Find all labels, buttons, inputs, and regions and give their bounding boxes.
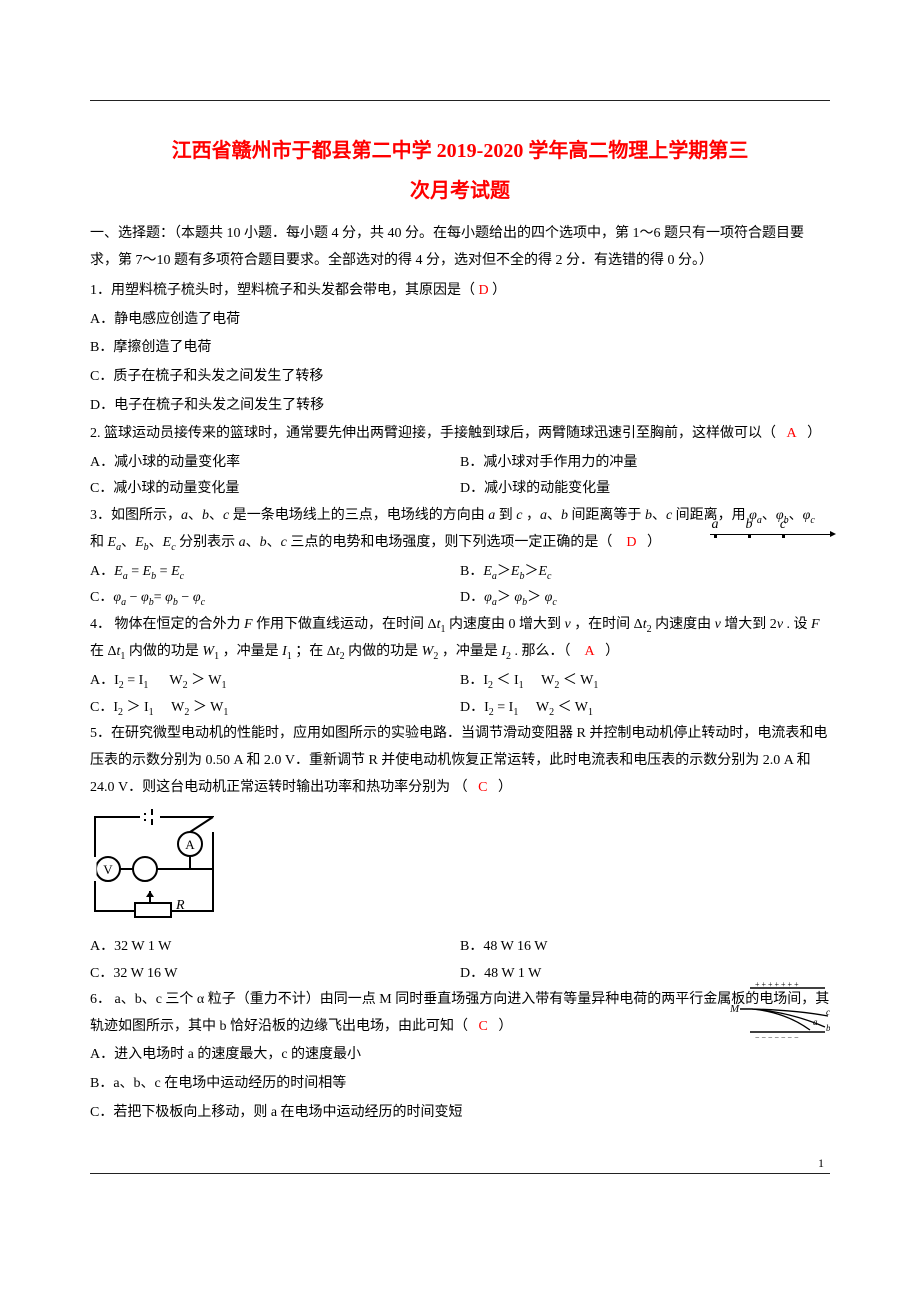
q2-opt-a: A．减小球的动量变化率 (90, 450, 460, 477)
q2-opt-d: D．减小球的动能变化量 (460, 476, 830, 503)
q6-answer: C (479, 1019, 488, 1034)
q3-opt-b: B．Ea＞Eb＞Ec (460, 559, 830, 586)
q2-opt-b: B．减小球对手作用力的冲量 (460, 450, 830, 477)
q3-figure: a b c (710, 517, 830, 539)
q5-stem: 5．在研究微型电动机的性能时，应用如图所示的实验电路．当调节滑动变阻器 R 并控… (90, 721, 830, 801)
q2-stem: 2. 篮球运动员接传来的篮球时，通常要先伸出两臂迎接，手接触到球后，两臂随球迅速… (90, 421, 830, 448)
title-line-1: 江西省赣州市于都县第二中学 2019-2020 学年高二物理上学期第三 (90, 131, 830, 171)
q4-row2: C．I2 ＞ I1 W2 ＞ W1 D．I2 = I1 W2 ＜ W1 (90, 695, 830, 722)
svg-text:b: b (826, 1023, 830, 1033)
q5-row2: C．32 W 16 W D．48 W 1 W (90, 961, 830, 988)
q6-stem: 6． a、b、c 三个 α 粒子（重力不计）由同一点 M 同时垂直场强方向进入带… (90, 987, 830, 1040)
q3-opt-a: A．Ea = Eb = Ec (90, 559, 460, 586)
q4-opt-d: D．I2 = I1 W2 ＜ W1 (460, 695, 830, 722)
q6-opt-c: C．若把下极板向上移动，则 a 在电场中运动经历的时间变短 (90, 1100, 830, 1127)
q3-row1: A．Ea = Eb = Ec B．Ea＞Eb＞Ec (90, 559, 830, 586)
bottom-rule (90, 1173, 830, 1174)
svg-text:+ + + + + + +: + + + + + + + (755, 982, 799, 989)
q5-row1: A．32 W 1 W B．48 W 16 W (90, 934, 830, 961)
q2-opt-c: C．减小球的动量变化量 (90, 476, 460, 503)
q2-row1: A．减小球的动量变化率 B．减小球对手作用力的冲量 (90, 450, 830, 477)
q5-opt-b: B．48 W 16 W (460, 934, 830, 961)
q1-opt-c: C．质子在梳子和头发之间发生了转移 (90, 364, 830, 391)
q4-opt-c: C．I2 ＞ I1 W2 ＞ W1 (90, 695, 460, 722)
q3-opt-d: D．φa＞ φb＞ φc (460, 585, 830, 612)
q4-opt-b: B．I2 ＜ I1 W2 ＜ W1 (460, 668, 830, 695)
q4-answer: A (585, 644, 595, 659)
q5-answer: C (478, 780, 487, 795)
q3-opt-c: C．φa − φb= φb − φc (90, 585, 460, 612)
q2-answer: A (787, 426, 797, 441)
q1-opt-a: A．静电感应创造了电荷 (90, 307, 830, 334)
q4-opt-a: A．I2 = I1 W2 ＞ W1 (90, 668, 460, 695)
svg-text:V: V (103, 862, 113, 877)
q1-answer: D (479, 283, 489, 298)
q1-stem: 1．用塑料梳子梳头时，塑料梳子和头发都会带电，其原因是（ D ） (90, 278, 830, 305)
top-rule (90, 100, 830, 101)
q4-stem: 4． 物体在恒定的合外力 F 作用下做直线运动，在时间 Δt1 内速度由 0 增… (90, 612, 830, 666)
q5-opt-c: C．32 W 16 W (90, 961, 460, 988)
q5-opt-a: A．32 W 1 W (90, 934, 460, 961)
svg-text:M: M (730, 1003, 740, 1015)
svg-text:R: R (175, 898, 185, 913)
q5-circuit-diagram: A V R (90, 809, 220, 919)
q2-row2: C．减小球的动量变化量 D．减小球的动能变化量 (90, 476, 830, 503)
svg-text:A: A (185, 837, 195, 852)
q1-opt-b: B．摩擦创造了电荷 (90, 335, 830, 362)
page-number: 1 (90, 1156, 830, 1171)
doc-title: 江西省赣州市于都县第二中学 2019-2020 学年高二物理上学期第三 次月考试… (90, 131, 830, 211)
svg-text:c: c (826, 1007, 830, 1017)
q3-answer: D (626, 535, 636, 550)
q6-figure: + + + + + + + − − − − − − − M c a b (730, 982, 830, 1044)
q1-opt-d: D．电子在梳子和头发之间发生了转移 (90, 393, 830, 420)
q3-row2: C．φa − φb= φb − φc D．φa＞ φb＞ φc (90, 585, 830, 612)
section-header: 一、选择题：（本题共 10 小题．每小题 4 分，共 40 分。在每小题给出的四… (90, 221, 830, 274)
svg-text:a: a (813, 1017, 818, 1027)
q6-opt-b: B．a、b、c 在电场中运动经历的时间相等 (90, 1071, 830, 1098)
q4-row1: A．I2 = I1 W2 ＞ W1 B．I2 ＜ I1 W2 ＜ W1 (90, 668, 830, 695)
title-line-2: 次月考试题 (90, 171, 830, 211)
field-line-arrow (710, 534, 830, 535)
q6-opt-a: A．进入电场时 a 的速度最大，c 的速度最小 (90, 1042, 830, 1069)
svg-text:− − − − − − −: − − − − − − − (755, 1033, 799, 1042)
